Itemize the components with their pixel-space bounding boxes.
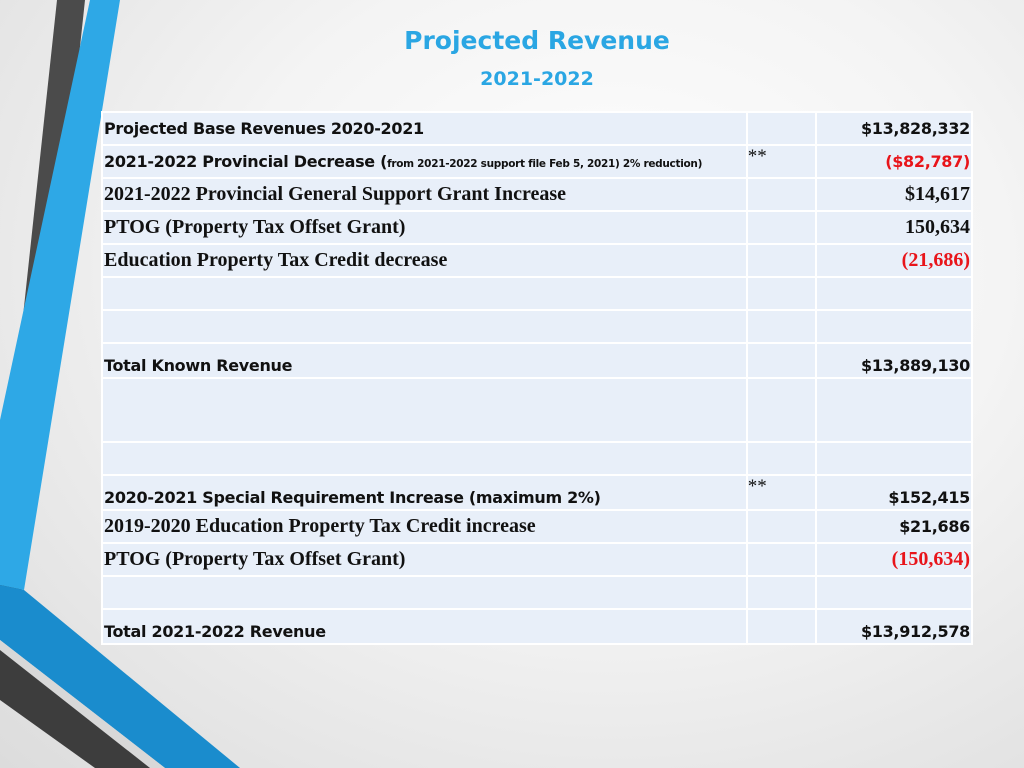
row-mark bbox=[745, 276, 817, 311]
row-mark bbox=[745, 243, 817, 278]
row-mark bbox=[745, 509, 817, 544]
row-label: 2019-2020 Education Property Tax Credit … bbox=[101, 509, 748, 544]
row-value: ($82,787) bbox=[814, 144, 974, 179]
table-row-empty bbox=[101, 276, 974, 311]
row-value: $14,617 bbox=[814, 177, 974, 212]
row-mark bbox=[745, 377, 817, 443]
table-row-grand-total: Total 2021-2022 Revenue $13,912,578 bbox=[101, 608, 974, 645]
row-label: Education Property Tax Credit decrease bbox=[101, 243, 748, 278]
table-row: PTOG (Property Tax Offset Grant) (150,63… bbox=[101, 542, 974, 577]
row-mark bbox=[745, 441, 817, 476]
row-mark bbox=[745, 542, 817, 577]
slide-subtitle: 2021-2022 bbox=[480, 68, 594, 90]
row-value: $13,828,332 bbox=[814, 111, 974, 146]
table-row: PTOG (Property Tax Offset Grant) 150,634 bbox=[101, 210, 974, 245]
row-value bbox=[814, 441, 974, 476]
row-mark: ** bbox=[745, 474, 817, 511]
table-row: Education Property Tax Credit decrease (… bbox=[101, 243, 974, 278]
table-row: 2019-2020 Education Property Tax Credit … bbox=[101, 509, 974, 544]
table-row: 2020-2021 Special Requirement Increase (… bbox=[101, 474, 974, 511]
row-label: Projected Base Revenues 2020-2021 bbox=[101, 111, 748, 146]
row-value: $13,889,130 bbox=[814, 342, 974, 379]
row-label bbox=[101, 575, 748, 610]
row-label: PTOG (Property Tax Offset Grant) bbox=[101, 542, 748, 577]
table-row-empty bbox=[101, 575, 974, 610]
row-value: $152,415 bbox=[814, 474, 974, 511]
row-mark bbox=[745, 575, 817, 610]
table-row: 2021-2022 Provincial General Support Gra… bbox=[101, 177, 974, 212]
row-value bbox=[814, 377, 974, 443]
row-value bbox=[814, 276, 974, 311]
table-row-empty bbox=[101, 441, 974, 476]
row-label: 2021-2022 Provincial General Support Gra… bbox=[101, 177, 748, 212]
row-value bbox=[814, 309, 974, 344]
table-row: 2021-2022 Provincial Decrease (from 2021… bbox=[101, 144, 974, 179]
slide-title: Projected Revenue bbox=[404, 26, 670, 55]
row-label: Total 2021-2022 Revenue bbox=[101, 608, 748, 645]
row-mark bbox=[745, 177, 817, 212]
row-value: (21,686) bbox=[814, 243, 974, 278]
row-label-text: 2021-2022 Provincial Decrease ( bbox=[104, 152, 388, 171]
revenue-table: Projected Base Revenues 2020-2021 $13,82… bbox=[101, 111, 974, 645]
table-row-empty bbox=[101, 309, 974, 344]
row-value: $21,686 bbox=[814, 509, 974, 544]
row-label: 2021-2022 Provincial Decrease (from 2021… bbox=[101, 144, 748, 179]
row-label bbox=[101, 377, 748, 443]
row-value bbox=[814, 575, 974, 610]
blue-stripe-bottom bbox=[0, 585, 240, 768]
row-label bbox=[101, 276, 748, 311]
row-value: $13,912,578 bbox=[814, 608, 974, 645]
row-label: PTOG (Property Tax Offset Grant) bbox=[101, 210, 748, 245]
row-label bbox=[101, 309, 748, 344]
table-row: Projected Base Revenues 2020-2021 $13,82… bbox=[101, 111, 974, 146]
row-label bbox=[101, 441, 748, 476]
blue-stripe-top bbox=[0, 0, 120, 590]
row-mark bbox=[745, 210, 817, 245]
table-row-total-known: Total Known Revenue $13,889,130 bbox=[101, 342, 974, 379]
row-label: Total Known Revenue bbox=[101, 342, 748, 379]
row-value: 150,634 bbox=[814, 210, 974, 245]
table-row-empty bbox=[101, 377, 974, 443]
row-mark bbox=[745, 111, 817, 146]
dark-stripe-bottom bbox=[0, 650, 150, 768]
row-mark bbox=[745, 608, 817, 645]
row-mark bbox=[745, 342, 817, 379]
row-mark bbox=[745, 309, 817, 344]
row-mark: ** bbox=[745, 144, 817, 179]
row-note: from 2021-2022 support file Feb 5, 2021)… bbox=[387, 158, 703, 170]
row-label: 2020-2021 Special Requirement Increase (… bbox=[101, 474, 748, 511]
row-value: (150,634) bbox=[814, 542, 974, 577]
